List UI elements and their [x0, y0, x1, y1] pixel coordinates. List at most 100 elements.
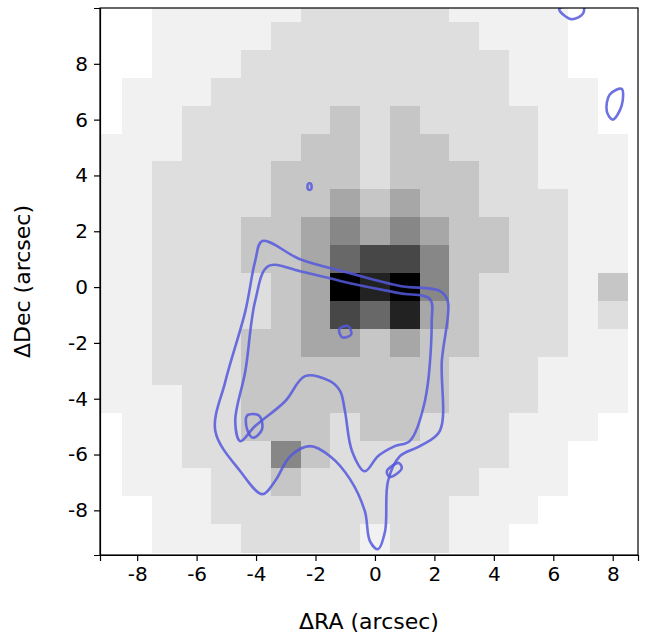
image-cell [122, 189, 152, 217]
tick: 0 [75, 275, 100, 299]
tick: -8 [128, 555, 148, 586]
image-cell [420, 106, 450, 134]
image-cell [420, 189, 450, 217]
tick-label: -2 [306, 562, 326, 586]
image-cell [479, 524, 509, 552]
image-cell [100, 161, 123, 189]
y-axis: -8-6-4-202468 [68, 9, 100, 556]
image-cell [449, 329, 479, 357]
image-cell [449, 385, 479, 413]
image-cell [100, 413, 123, 441]
image-cell [182, 441, 212, 469]
image-cell [449, 134, 479, 162]
tick: 6 [547, 555, 560, 586]
image-cell [100, 78, 123, 106]
image-cell [598, 134, 628, 162]
image-cell [271, 329, 301, 357]
image-cell [509, 189, 539, 217]
contour [307, 183, 311, 189]
tick-mark [94, 231, 100, 232]
image-cell [390, 106, 420, 134]
image-cell [479, 329, 509, 357]
tick-label: -4 [247, 562, 267, 586]
image-cell [568, 329, 598, 357]
image-cell [211, 22, 241, 50]
image-cell [182, 217, 212, 245]
image-cell [479, 245, 509, 273]
image-cell [538, 189, 568, 217]
image-cell [390, 217, 420, 245]
image-cell [449, 273, 479, 301]
image-cell [100, 301, 123, 329]
image-cell [360, 50, 390, 78]
image-cell [100, 468, 123, 496]
image-cell [330, 22, 360, 50]
x-axis: -8-6-4-202468 [101, 555, 639, 586]
image-cell [479, 78, 509, 106]
image-cell [100, 385, 123, 413]
image-cell [509, 441, 539, 469]
image-cell [152, 134, 182, 162]
image-cell [479, 106, 509, 134]
image-cell [100, 106, 123, 134]
image-cell [182, 189, 212, 217]
image-cell [568, 496, 598, 524]
image-cell [479, 50, 509, 78]
image-cell [449, 161, 479, 189]
tick-mark [197, 555, 198, 561]
image-cell [360, 301, 390, 329]
image-cell [241, 50, 271, 78]
image-cell [479, 134, 509, 162]
image-cell [568, 50, 598, 78]
tick: -6 [187, 555, 207, 586]
image-cell [390, 189, 420, 217]
x-axis-title: ΔRA (arcsec) [299, 609, 439, 634]
image-cell [241, 134, 271, 162]
image-cell [330, 441, 360, 469]
contours [215, 8, 623, 549]
image-cell [122, 8, 152, 22]
image-cell [479, 8, 509, 22]
image-cell [271, 50, 301, 78]
tick-label: 6 [75, 108, 88, 132]
image-cell [509, 301, 539, 329]
image-cell [122, 50, 152, 78]
tick: 2 [429, 555, 442, 586]
tick-label: 6 [547, 562, 560, 586]
image-cell [568, 245, 598, 273]
image-cell [152, 385, 182, 413]
tick: 8 [75, 52, 100, 76]
image-cell [122, 78, 152, 106]
image-cell [568, 301, 598, 329]
contour [215, 241, 449, 550]
image-cell [538, 273, 568, 301]
image-cell [271, 8, 301, 22]
tick-mark [553, 555, 554, 561]
image-cell [390, 524, 420, 552]
image-cell [479, 273, 509, 301]
tick-label: 0 [369, 562, 382, 586]
image-cell [568, 217, 598, 245]
tick-label: 0 [75, 275, 88, 299]
image-cell [241, 524, 271, 552]
tick-mark [94, 120, 100, 121]
image-cell [271, 413, 301, 441]
image-cell [211, 468, 241, 496]
image-cell [390, 301, 420, 329]
image-cell [538, 329, 568, 357]
image-cell [330, 106, 360, 134]
image-cell [538, 496, 568, 524]
image-cell [330, 524, 360, 552]
image-cell [330, 134, 360, 162]
image-cell [271, 273, 301, 301]
image-cell [360, 329, 390, 357]
image-cell [122, 106, 152, 134]
image-cell [509, 134, 539, 162]
image-cell [152, 50, 182, 78]
tick-label: 2 [429, 562, 442, 586]
tick-mark [375, 555, 376, 561]
image-cell [211, 50, 241, 78]
tick-label: 4 [488, 562, 501, 586]
image-cell [390, 161, 420, 189]
image-cell [568, 441, 598, 469]
